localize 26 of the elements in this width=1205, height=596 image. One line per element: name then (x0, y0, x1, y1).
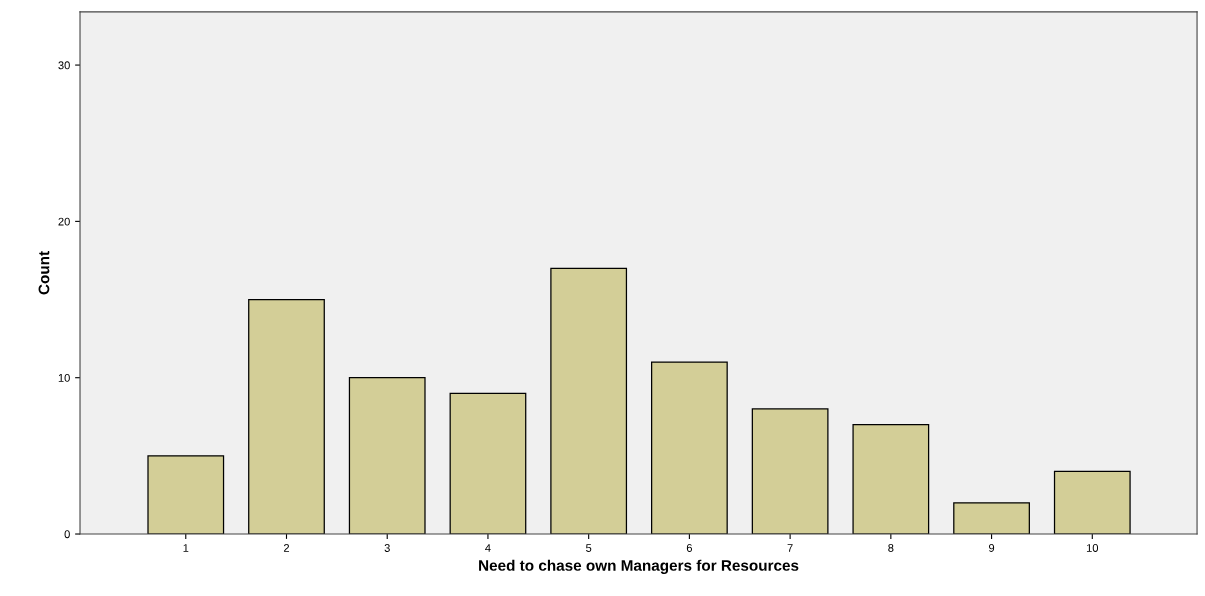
x-tick-label: 7 (787, 544, 793, 552)
x-tick-label: 3 (384, 544, 390, 552)
x-axis-title: Need to chase own Managers for Resources (479, 559, 799, 574)
bar (248, 298, 325, 535)
x-tick-label: 9 (989, 544, 995, 552)
x-tick-label: 2 (283, 544, 290, 552)
bar (449, 392, 527, 535)
x-tick-label: 8 (888, 544, 894, 552)
x-tick-label: 6 (686, 544, 692, 552)
x-tick-label: 4 (485, 544, 491, 552)
bar (953, 502, 1030, 535)
x-tick-label: 5 (586, 544, 592, 552)
y-tick-label: 20 (58, 217, 70, 226)
bar (348, 377, 426, 535)
y-tick-label: 0 (64, 530, 70, 539)
bar (852, 423, 930, 535)
y-tick-label: 10 (58, 373, 70, 382)
x-tick-label: 10 (1086, 544, 1099, 552)
bar (751, 408, 829, 535)
bar (147, 455, 225, 535)
y-tick-label: 30 (58, 61, 70, 70)
bar (650, 361, 728, 535)
bar (1053, 470, 1131, 535)
x-tick-label: 1 (183, 544, 189, 552)
y-axis-title: Count (38, 251, 50, 295)
bar (550, 267, 628, 535)
